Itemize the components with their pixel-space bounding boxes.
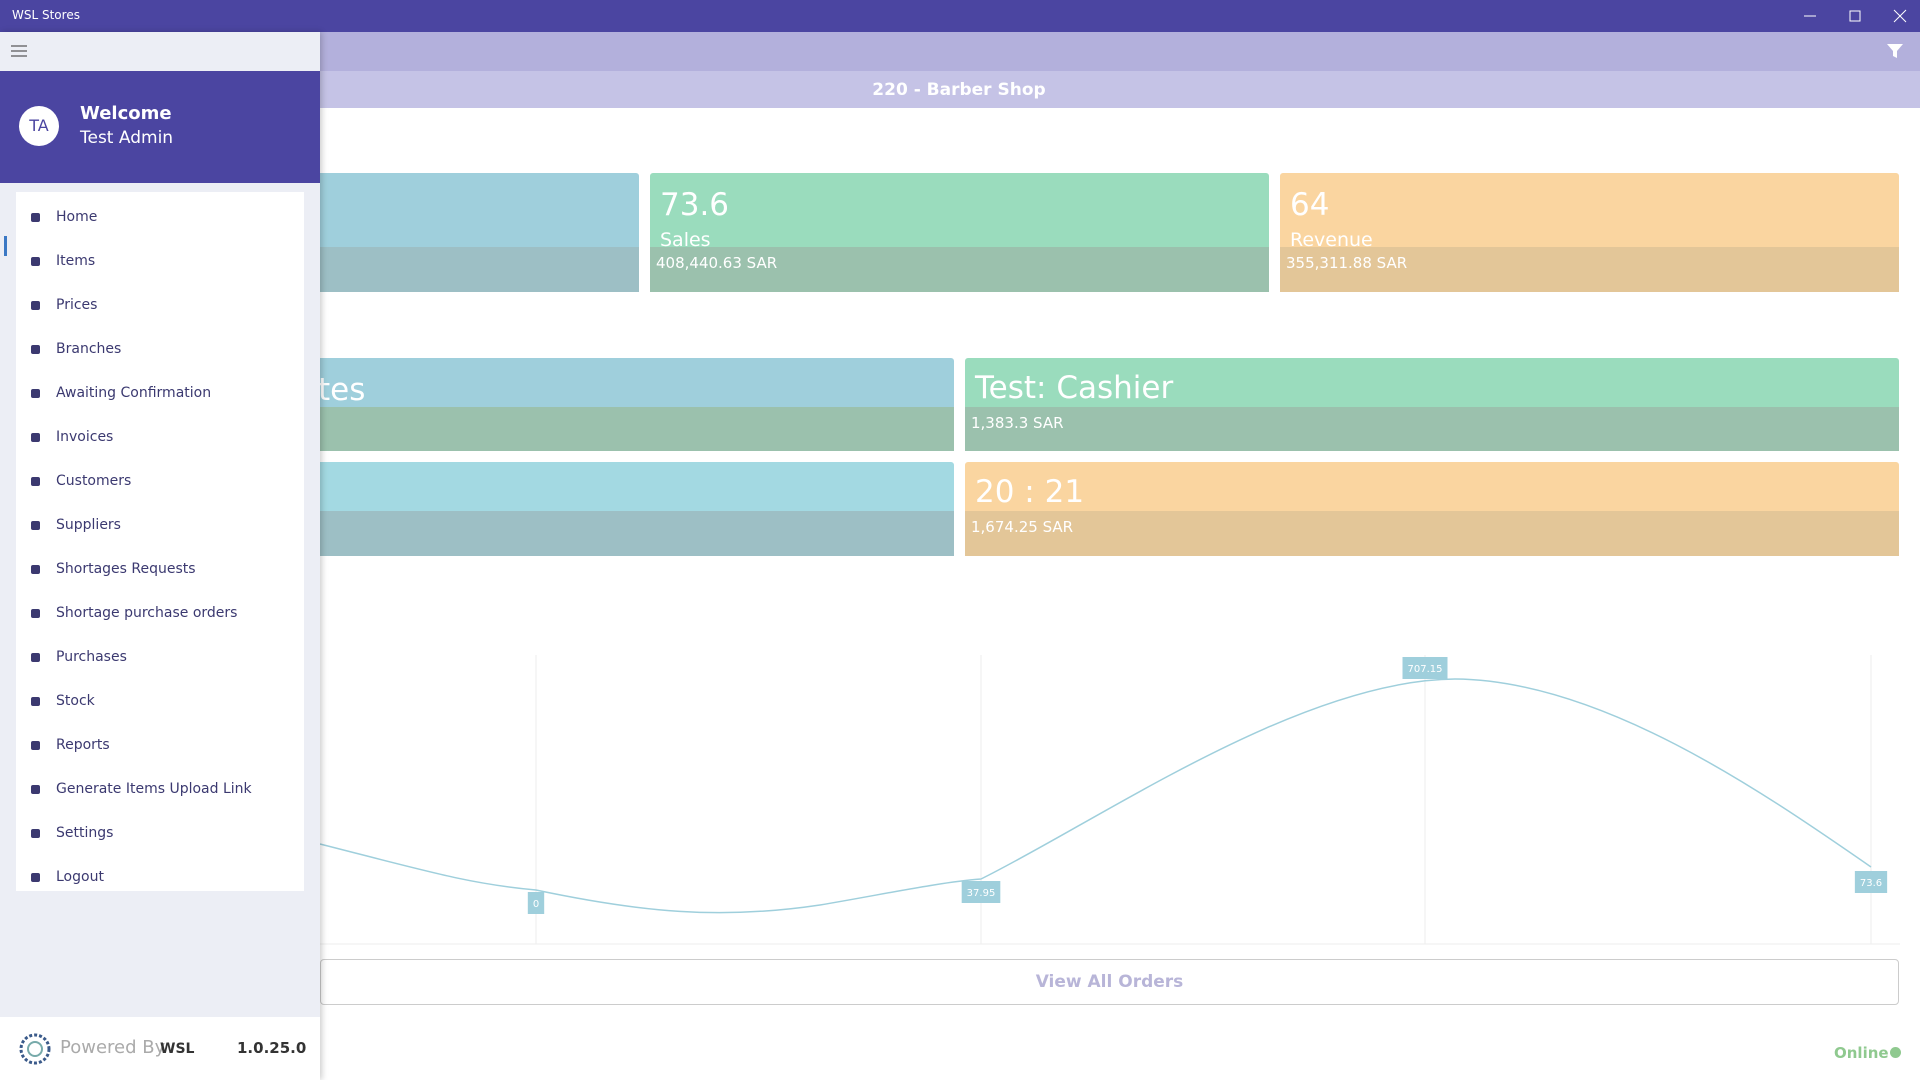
menu-icon xyxy=(31,829,40,838)
menu-icon xyxy=(31,257,40,266)
view-all-button[interactable]: View All Orders xyxy=(320,959,1899,1005)
menu-icon xyxy=(31,301,40,310)
menu-icon xyxy=(31,565,40,574)
point-label: 707.15 xyxy=(1408,664,1443,675)
point-label-box xyxy=(1854,871,1888,893)
menu-icon xyxy=(31,609,40,618)
menu-item[interactable]: Customers xyxy=(56,473,132,489)
menu-item[interactable]: Generate Items Upload Link xyxy=(56,781,252,797)
title-bar: WSL Stores xyxy=(0,0,1920,32)
menu-icon xyxy=(31,521,40,530)
menu-item[interactable]: Shortages Requests xyxy=(56,561,196,577)
avatar: TA xyxy=(19,106,59,146)
menu-item[interactable]: Invoices xyxy=(56,429,114,445)
menu-item[interactable]: Awaiting Confirmation xyxy=(56,385,212,401)
card-label: Sales xyxy=(660,229,711,251)
menu-icon xyxy=(31,477,40,486)
panel-title: Test: Cashier xyxy=(975,370,1174,406)
menu-icon xyxy=(31,785,40,794)
menu-item[interactable]: Reports xyxy=(56,737,110,753)
store-name: 220 - Barber Shop xyxy=(872,80,1046,100)
panel-amount: 1,383.3 SAR xyxy=(965,407,1899,451)
menu-item[interactable]: Items xyxy=(56,253,96,269)
profile: TA Welcome Test Admin xyxy=(0,71,320,183)
point-label-box xyxy=(961,881,1001,903)
menu: Home Items Prices Branches Awaiting Confirma… xyxy=(4,192,304,891)
window-controls[interactable] xyxy=(1790,0,1920,32)
panel-title: 20 : 21 xyxy=(975,474,1085,510)
panel: 20 : 21 1,674.25 SAR xyxy=(965,462,1899,556)
panel-title: tes xyxy=(318,372,366,408)
card-value: 73.6 xyxy=(660,187,730,223)
menu-icon xyxy=(31,213,40,222)
menu-icon xyxy=(31,697,40,706)
online-dot xyxy=(1890,1047,1901,1058)
card-label: Revenue xyxy=(1290,229,1373,251)
panel: Test: Cashier 1,383.3 SAR xyxy=(965,358,1899,451)
card-value: 64 xyxy=(1290,187,1330,223)
point-label: 0 xyxy=(533,899,539,910)
window-title: WSL Stores xyxy=(12,8,80,22)
menu-icon xyxy=(31,389,40,398)
user-name: Test Admin xyxy=(80,128,174,148)
panel-amount: 1,674.25 SAR xyxy=(965,511,1899,556)
point-label: 37.95 xyxy=(967,888,996,899)
card: 73.6 Sales 408,440.63 SAR xyxy=(650,173,1269,292)
point-label-box xyxy=(1402,657,1448,679)
menu-item[interactable]: Prices xyxy=(56,297,98,313)
online-status: Online xyxy=(1834,1044,1889,1062)
card-amount: 408,440.63 SAR xyxy=(650,247,1269,292)
filter-icon[interactable] xyxy=(1886,42,1904,60)
menu-item[interactable]: Shortage purchase orders xyxy=(56,605,238,621)
drawer: TA Welcome Test Admin Home Items Prices Bra… xyxy=(0,32,320,1080)
menu-icon xyxy=(31,653,40,662)
menu-item[interactable]: Home xyxy=(56,209,98,225)
panel: tes xyxy=(250,358,954,451)
menu-item[interactable]: Settings xyxy=(56,825,114,841)
brand: WSL xyxy=(160,1041,195,1057)
panel xyxy=(250,462,954,556)
menu-item[interactable]: Branches xyxy=(56,341,122,357)
point-label-box xyxy=(527,892,545,914)
menu-item[interactable]: Purchases xyxy=(56,649,127,665)
menu-icon xyxy=(31,741,40,750)
menu-item[interactable]: Suppliers xyxy=(56,517,121,533)
point-label: 73.6 xyxy=(1860,878,1882,889)
version: 1.0.25.0 xyxy=(237,1039,307,1057)
store-header: 220 - Barber Shop xyxy=(0,71,1920,108)
menu-item[interactable]: Logout xyxy=(56,869,104,885)
card-amount: 355,311.88 SAR xyxy=(1280,247,1899,292)
menu-item[interactable]: Stock xyxy=(56,693,95,709)
wsl-logo xyxy=(19,1033,51,1065)
powered-by: Powered By xyxy=(60,1037,166,1058)
selection-bar xyxy=(4,236,7,256)
drawer-footer: Powered By WSL 1.0.25.0 xyxy=(0,1017,320,1080)
hamburger[interactable] xyxy=(10,44,28,58)
card: 64 Revenue 355,311.88 SAR xyxy=(1280,173,1899,292)
trend-line xyxy=(319,678,1872,914)
welcome: Welcome xyxy=(80,103,172,124)
menu-icon xyxy=(31,433,40,442)
toolbar xyxy=(0,32,1920,71)
menu-icon xyxy=(31,873,40,882)
menu-icon xyxy=(31,345,40,354)
